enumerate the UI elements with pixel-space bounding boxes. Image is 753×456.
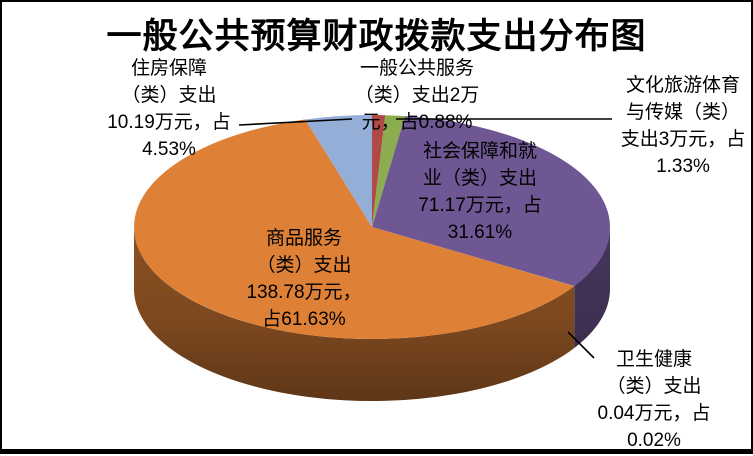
chart-title: 一般公共预算财政拨款支出分布图 xyxy=(2,8,751,59)
label-goods-services: 商品服务 （类）支出 138.78万元， 占61.63% xyxy=(204,225,404,333)
label-general-public-service: 一般公共服务 （类）支出2万 元，占0.88% xyxy=(317,55,517,136)
label-housing-security: 住房保障 （类）支出 10.19万元，占 4.53% xyxy=(69,55,269,163)
label-health: 卫生健康 （类）支出 0.04万元，占 0.02% xyxy=(564,346,744,454)
label-social-security-employment: 社会保障和就 业（类）支出 71.17万元，占 31.61% xyxy=(380,138,580,246)
label-culture-tourism-sports-media: 文化旅游体育 与传媒（类） 支出3万元，占 1.33% xyxy=(593,72,753,180)
